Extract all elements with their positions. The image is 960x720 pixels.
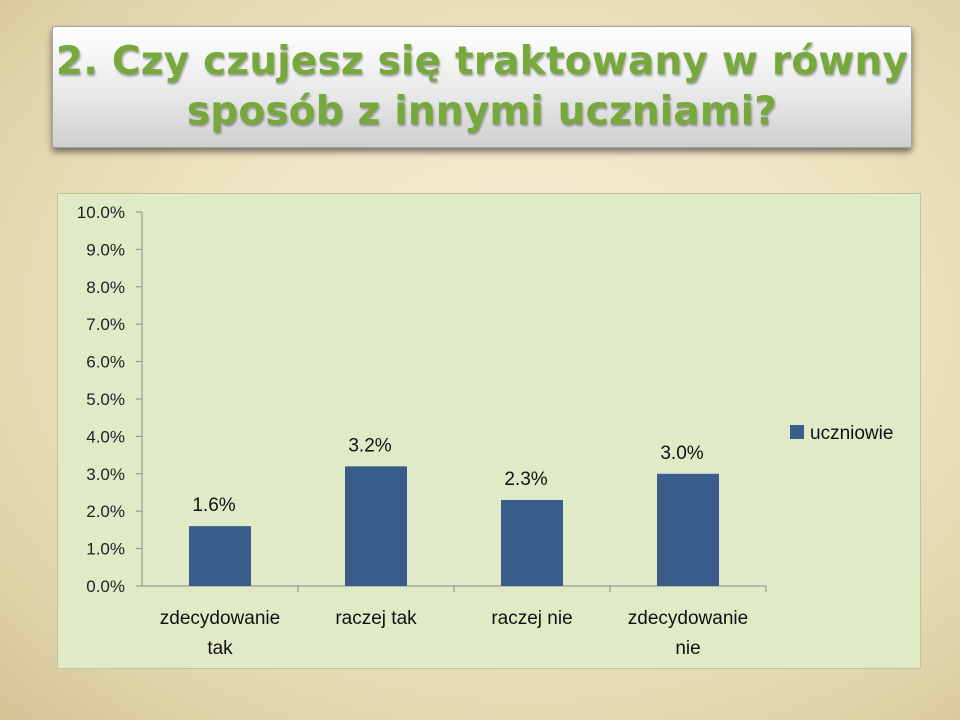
- category-label: zdecydowanie: [628, 608, 748, 629]
- data-label: 2.3%: [504, 469, 547, 490]
- slide-title-line-1: 2. Czy czujesz się traktowany w równy: [55, 39, 909, 84]
- y-tick-label: 1.0%: [86, 540, 125, 559]
- y-tick-label: 3.0%: [86, 465, 125, 484]
- category-label: zdecydowanie: [160, 608, 280, 629]
- y-tick-label: 10.0%: [77, 203, 125, 222]
- category-label: raczej tak: [335, 608, 417, 629]
- legend-swatch: [790, 425, 804, 439]
- y-tick-label: 9.0%: [86, 240, 125, 259]
- chart-plot-area: [57, 193, 921, 669]
- data-label: 1.6%: [192, 495, 235, 516]
- slide-title-line-2: sposób z innymi uczniami?: [186, 89, 778, 134]
- category-label: tak: [207, 638, 233, 659]
- y-tick-label: 4.0%: [86, 427, 125, 446]
- data-label: 3.0%: [660, 443, 703, 464]
- bar: [345, 466, 407, 586]
- y-tick-label: 6.0%: [86, 353, 125, 372]
- bar: [657, 473, 719, 586]
- category-label: nie: [675, 638, 700, 659]
- category-label: raczej nie: [491, 608, 572, 629]
- y-tick-label: 7.0%: [86, 315, 125, 334]
- bar: [189, 526, 251, 586]
- y-tick-label: 8.0%: [86, 278, 125, 297]
- slide-title: 2. Czy czujesz się traktowany w równy sp…: [56, 37, 908, 137]
- legend-label: uczniowie: [810, 423, 893, 444]
- data-label: 3.2%: [348, 435, 391, 456]
- y-tick-label: 5.0%: [86, 390, 125, 409]
- y-tick-label: 2.0%: [86, 502, 125, 521]
- bar: [501, 499, 563, 586]
- y-tick-label: 0.0%: [86, 577, 125, 596]
- title-box: 2. Czy czujesz się traktowany w równy sp…: [52, 26, 912, 148]
